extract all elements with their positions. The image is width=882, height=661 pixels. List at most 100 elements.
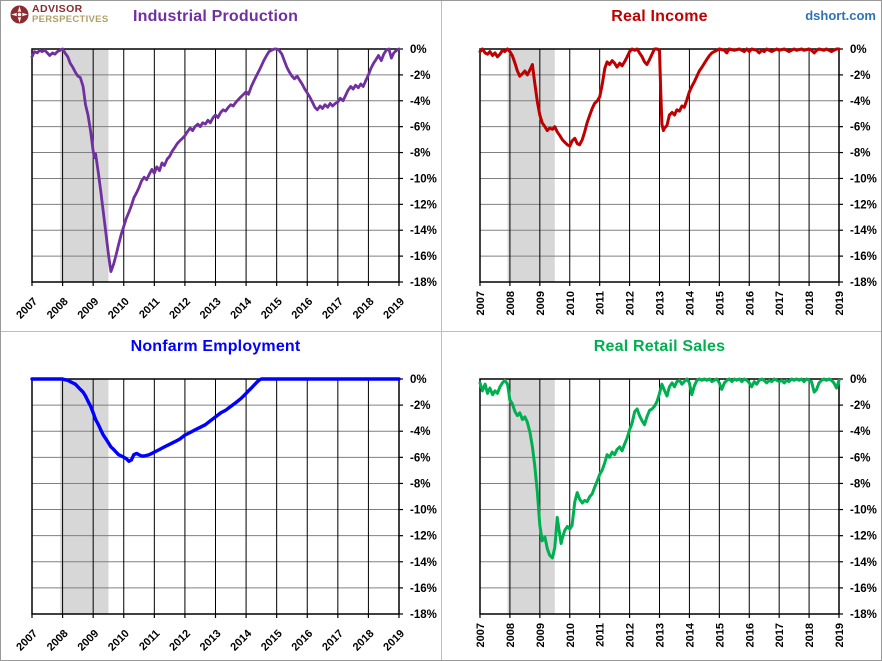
quad-nonfarm-employment: 0% -2% -4% -6% -8% -10% -12% -14% -16% -18% 2007 20… [1, 331, 442, 660]
compass-logo-icon [10, 5, 29, 24]
svg-text:2019: 2019 [381, 296, 407, 322]
svg-text:2012: 2012 [167, 628, 193, 654]
svg-text:-4%: -4% [410, 426, 430, 438]
svg-text:2019: 2019 [834, 623, 846, 647]
svg-text:2010: 2010 [106, 628, 132, 654]
quad-real-retail-sales: 0% -2% -4% -6% -8% -10% -12% -14% -16% -18% 2007 20… [442, 331, 881, 660]
svg-text:-2%: -2% [410, 400, 430, 412]
svg-text:2012: 2012 [625, 291, 637, 315]
svg-text:-8%: -8% [410, 478, 430, 490]
chart-title-industrial-production: Industrial Production [132, 8, 299, 25]
svg-text:2011: 2011 [137, 296, 162, 321]
svg-text:0%: 0% [410, 374, 427, 386]
quad-real-income: 0% -2% -4% -6% -8% -10% -12% -14% -16% -18% 2007 20… [442, 1, 881, 332]
real-retail-sales-chart: 0% -2% -4% -6% -8% -10% -12% -14% -16% -18% 2007 20… [475, 374, 877, 647]
svg-text:2014: 2014 [228, 295, 254, 321]
svg-text:2018: 2018 [351, 296, 377, 322]
svg-text:2016: 2016 [744, 623, 756, 647]
svg-text:2013: 2013 [198, 628, 224, 654]
svg-text:0%: 0% [410, 44, 427, 56]
svg-text:-12%: -12% [850, 199, 877, 211]
svg-text:2016: 2016 [290, 628, 316, 654]
svg-text:2010: 2010 [106, 296, 132, 322]
svg-text:2008: 2008 [505, 291, 517, 315]
svg-text:2011: 2011 [595, 623, 607, 647]
svg-text:2007: 2007 [14, 296, 40, 322]
horizontal-divider [1, 331, 881, 332]
svg-text:-14%: -14% [850, 225, 877, 237]
svg-text:2009: 2009 [535, 291, 547, 315]
svg-text:2008: 2008 [45, 296, 71, 322]
svg-text:2012: 2012 [167, 296, 193, 322]
svg-text:-4%: -4% [850, 426, 870, 438]
svg-text:-18%: -18% [410, 609, 437, 621]
svg-text:2017: 2017 [774, 291, 786, 315]
industrial-production-chart: 0%-2%-4%-6%-8%-10%-12%-14%-16%-18%2007 20… [14, 44, 437, 322]
svg-text:-10%: -10% [410, 505, 437, 517]
svg-text:2008: 2008 [45, 628, 71, 654]
svg-text:-4%: -4% [850, 96, 870, 108]
svg-text:-16%: -16% [410, 251, 437, 263]
svg-text:-2%: -2% [410, 70, 430, 82]
svg-text:-18%: -18% [410, 277, 437, 289]
svg-text:-14%: -14% [410, 557, 437, 569]
svg-text:-18%: -18% [850, 277, 877, 289]
real-income-chart: 0% -2% -4% -6% -8% -10% -12% -14% -16% -18% 2007 20… [475, 44, 877, 315]
svg-text:2014: 2014 [684, 290, 696, 315]
svg-text:-6%: -6% [850, 122, 870, 134]
svg-text:2015: 2015 [259, 296, 285, 322]
svg-text:2009: 2009 [535, 623, 547, 647]
svg-text:2007: 2007 [475, 623, 487, 647]
svg-text:-8%: -8% [850, 148, 870, 160]
svg-text:2010: 2010 [565, 623, 577, 647]
chart-title-real-retail-sales: Real Retail Sales [593, 338, 726, 355]
svg-text:2018: 2018 [351, 628, 377, 654]
svg-text:-16%: -16% [410, 583, 437, 595]
svg-text:2013: 2013 [198, 296, 224, 322]
svg-text:2013: 2013 [655, 623, 667, 647]
svg-text:-10%: -10% [850, 173, 877, 185]
svg-text:-10%: -10% [850, 505, 877, 517]
svg-text:2017: 2017 [774, 623, 786, 647]
svg-text:2019: 2019 [834, 291, 846, 315]
svg-text:2014: 2014 [228, 627, 254, 653]
svg-text:2016: 2016 [290, 296, 316, 322]
svg-text:2009: 2009 [75, 628, 101, 654]
vertical-divider [441, 1, 442, 660]
svg-text:2015: 2015 [259, 628, 285, 654]
svg-text:-18%: -18% [850, 609, 877, 621]
svg-text:0%: 0% [850, 374, 867, 386]
svg-text:-12%: -12% [410, 531, 437, 543]
logo-line-perspectives: PERSPECTIVES [32, 13, 109, 25]
svg-text:2009: 2009 [75, 296, 101, 322]
svg-text:2018: 2018 [804, 291, 816, 315]
svg-text:2010: 2010 [565, 291, 577, 315]
advisor-perspectives-logo: ADVISOR PERSPECTIVES [10, 3, 109, 25]
svg-text:-6%: -6% [410, 452, 430, 464]
svg-text:-2%: -2% [850, 70, 870, 82]
svg-text:-8%: -8% [850, 478, 870, 490]
logo-wordmark: ADVISOR PERSPECTIVES [32, 3, 109, 25]
svg-text:-14%: -14% [410, 225, 437, 237]
svg-text:2011: 2011 [137, 628, 162, 653]
svg-text:-4%: -4% [410, 96, 430, 108]
logo-line-advisor: ADVISOR [32, 3, 83, 15]
svg-text:-16%: -16% [850, 583, 877, 595]
svg-text:2015: 2015 [714, 623, 726, 647]
svg-text:2008: 2008 [505, 623, 517, 647]
svg-text:0%: 0% [850, 44, 867, 56]
svg-text:-8%: -8% [410, 148, 430, 160]
dshort-watermark: dshort.com [805, 8, 876, 23]
svg-text:-6%: -6% [850, 452, 870, 464]
svg-text:-6%: -6% [410, 122, 430, 134]
svg-text:2017: 2017 [320, 628, 346, 654]
svg-text:2007: 2007 [14, 628, 40, 654]
svg-text:2018: 2018 [804, 623, 816, 647]
svg-text:2007: 2007 [475, 291, 487, 315]
svg-text:-16%: -16% [850, 251, 877, 263]
svg-text:2011: 2011 [595, 291, 607, 315]
svg-text:-12%: -12% [850, 531, 877, 543]
svg-text:-14%: -14% [850, 557, 877, 569]
svg-text:-10%: -10% [410, 173, 437, 185]
